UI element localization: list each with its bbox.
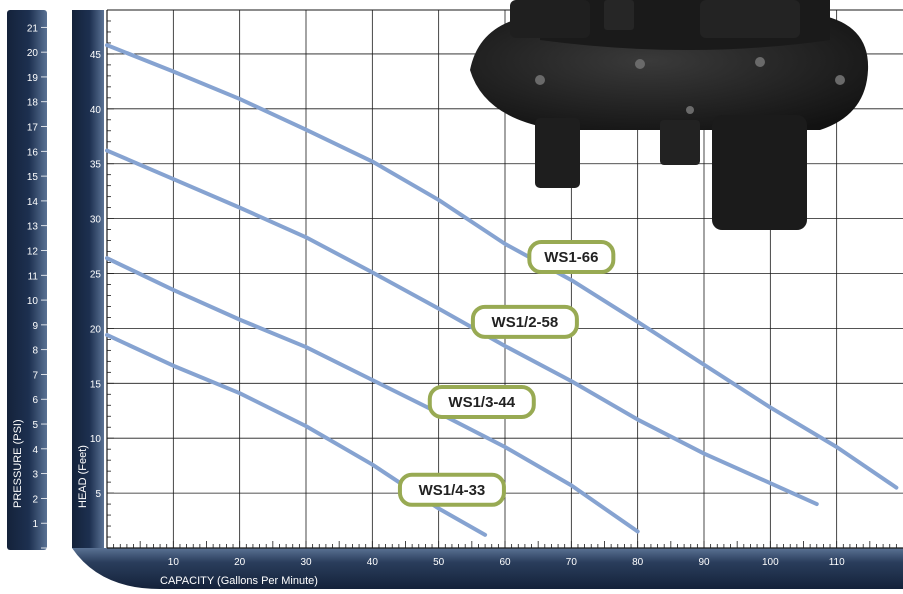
- x-tick-label: 40: [367, 557, 379, 568]
- pressure-tick-label: 5: [32, 420, 38, 431]
- pressure-tick-label: 20: [27, 48, 39, 59]
- series-label-ws1-3-44: WS1/3-44: [427, 384, 536, 419]
- y-tick-label: 30: [90, 215, 102, 226]
- pressure-tick-label: 19: [27, 73, 39, 84]
- series-label-ws1-2-58: WS1/2-58: [470, 304, 579, 339]
- pressure-tick-label: 15: [27, 172, 39, 183]
- pressure-tick-label: 17: [27, 123, 39, 134]
- x-tick-label: 10: [168, 557, 180, 568]
- y-tick-label: 25: [90, 270, 102, 281]
- series-label-pill: [397, 472, 506, 507]
- curves-layer: [105, 43, 899, 537]
- x-tick-label: 70: [566, 557, 578, 568]
- capacity-axis-title: CAPACITY (Gallons Per Minute): [160, 575, 318, 587]
- pressure-tick-label: 8: [32, 346, 38, 357]
- x-tick-label: 60: [499, 557, 511, 568]
- pressure-tick-label: 7: [32, 370, 38, 381]
- y-tick-label: 35: [90, 160, 102, 171]
- y-tick-label: 40: [90, 105, 102, 116]
- series-label-text: WS1/2-58: [492, 314, 559, 331]
- series-label-pill: [427, 384, 536, 419]
- x-tick-label: 30: [300, 557, 312, 568]
- series-label-ws1-4-33: WS1/4-33: [397, 472, 506, 507]
- pressure-tick-label: 14: [27, 197, 39, 208]
- pressure-tick-label: 3: [32, 470, 38, 481]
- head-axis-title: HEAD (Feet): [77, 445, 89, 508]
- x-tick-label: 110: [829, 557, 845, 568]
- pressure-tick-label: 4: [32, 445, 38, 456]
- pressure-tick-label: 12: [27, 246, 39, 257]
- y-tick-label: 15: [90, 379, 102, 390]
- series-label-pill: [470, 304, 579, 339]
- x-tick-label: 50: [433, 557, 445, 568]
- y-tick-label: 10: [90, 434, 102, 445]
- y-tick-label: 45: [90, 50, 102, 61]
- series-label-ws1-66: WS1-66: [527, 240, 616, 275]
- x-tick-label: 20: [234, 557, 246, 568]
- pressure-axis-title: PRESSURE (PSI): [12, 419, 24, 508]
- x-tick-label: 80: [632, 557, 644, 568]
- x-tick-label: 100: [762, 557, 779, 568]
- labels-layer: WS1-66 WS1/2-58 WS1/3-44 WS1/4-33: [397, 240, 616, 507]
- curve-ws1-3-44: [105, 256, 640, 534]
- series-label-text: WS1/4-33: [419, 482, 486, 499]
- pressure-tick-label: 10: [27, 296, 39, 307]
- sump-pump-icon: [470, 0, 869, 230]
- x-tick-label: 90: [698, 557, 710, 568]
- y-tick-label: 20: [90, 324, 102, 335]
- pressure-tick-label: 21: [27, 23, 39, 34]
- head-axis-band: [72, 10, 104, 548]
- pressure-tick-label: 16: [27, 147, 39, 158]
- pressure-tick-label: 1: [32, 519, 38, 530]
- pressure-tick-label: 2: [32, 494, 38, 505]
- series-label-pill: [527, 240, 616, 275]
- curve-ws1-66: [105, 43, 899, 490]
- pressure-tick-label: 6: [32, 395, 38, 406]
- capacity-axis-band: [72, 548, 903, 589]
- pressure-axis-band: [7, 10, 47, 550]
- pressure-tick-label: 18: [27, 98, 39, 109]
- pressure-tick-label: 9: [32, 321, 38, 332]
- y-tick-label: 5: [95, 489, 101, 500]
- series-label-text: WS1-66: [544, 249, 598, 266]
- ticks-layer: 10 20 30 40 50 60 70 80 90 100 1105101520253035404…: [27, 23, 845, 568]
- series-label-text: WS1/3-44: [448, 394, 515, 411]
- pressure-tick-label: 11: [28, 271, 39, 282]
- curve-ws1-4-33: [105, 332, 488, 537]
- pressure-tick-label: 13: [27, 222, 39, 233]
